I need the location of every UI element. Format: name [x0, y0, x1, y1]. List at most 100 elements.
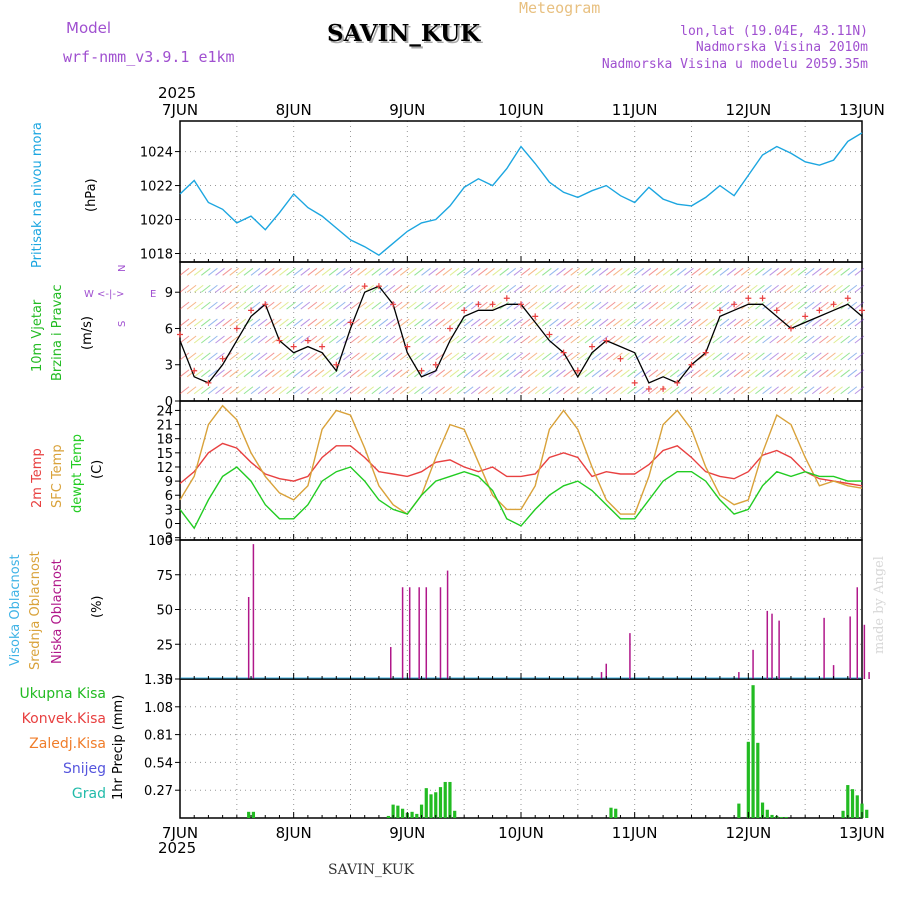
wind-arrow [371, 352, 382, 361]
wind-arrow [407, 335, 417, 344]
wind-gust-mark [631, 379, 638, 386]
top-date-label: 10JUN [498, 101, 544, 119]
wind-arrow [407, 318, 417, 327]
wind-arrow [762, 369, 772, 378]
wind-arrow [314, 386, 325, 395]
compass-rose: <-|-> [97, 289, 125, 300]
wind-arrow [456, 369, 467, 378]
bottom-date-label: 9JUN [389, 824, 425, 842]
wind-arrow [506, 267, 517, 276]
wind-arrow [655, 301, 666, 310]
wind-arrow [684, 301, 694, 310]
wind-arrow [605, 301, 616, 310]
wind-arrow [236, 386, 247, 395]
wind-arrow [826, 386, 836, 395]
wind-arrow [250, 284, 261, 293]
wind-arrow [847, 386, 858, 395]
wind-arrow [350, 335, 360, 344]
wind-arrow [179, 369, 190, 378]
wind-arrow [499, 318, 509, 327]
wind-arrow [321, 284, 332, 293]
wind-arrow [215, 352, 225, 361]
top-date-label: 13JUN [839, 101, 885, 119]
wind-arrow [563, 369, 573, 378]
rain-total-label: Ukupna Kisa [19, 686, 106, 702]
wind-arrow [662, 284, 673, 293]
wind-label-2: Brzina i Pravac [50, 284, 65, 381]
wind-arrow [435, 386, 446, 395]
wind-arrow [563, 352, 573, 361]
wind-arrow [378, 284, 389, 293]
tick-labels: 10181020102210240369-3036912151821240255… [140, 101, 885, 842]
wind-arrow [463, 335, 474, 344]
precip-bar [846, 785, 850, 818]
wind-arrow [819, 284, 829, 293]
wind-arrow [222, 318, 232, 327]
wind-arrow [385, 335, 396, 344]
wind-arrow [755, 318, 765, 327]
precip-bar [784, 816, 788, 818]
wind-arrow [733, 284, 744, 293]
wind-arrow [236, 352, 247, 361]
wind-arrow [819, 318, 829, 327]
compass-s: S [117, 320, 128, 327]
wind-arrow [293, 318, 303, 327]
wind-arrow [542, 267, 552, 276]
wind-arrow [414, 386, 424, 395]
wind-arrow [613, 335, 623, 344]
wind-arrow [307, 335, 318, 344]
precip-bar [415, 813, 419, 818]
wind-gust-mark [603, 337, 610, 344]
wind-arrow [641, 267, 652, 276]
wind-arrow [399, 267, 410, 276]
wind-arrow [343, 386, 353, 395]
wind-arrow [236, 335, 247, 344]
wind-arrow [485, 284, 495, 293]
wind-arrow [279, 318, 289, 327]
wind-arrow [328, 301, 339, 310]
wind-arrow [613, 369, 623, 378]
wind-arrow [335, 267, 346, 276]
wind-arrow [762, 335, 772, 344]
precip-ytick-label: 0.54 [144, 756, 173, 771]
wind-arrow [193, 369, 204, 378]
wind-arrow [719, 284, 730, 293]
wind-gust-mark [688, 361, 695, 368]
wind-arrow [392, 335, 403, 344]
wind-arrow [577, 267, 588, 276]
wind-arrow [662, 267, 673, 276]
wind-arrow [705, 318, 716, 327]
wind-arrow [641, 335, 652, 344]
wind-arrow [591, 352, 602, 361]
wind-arrow [691, 386, 701, 395]
wind-arrow [605, 284, 616, 293]
wind-arrow [193, 301, 204, 310]
wind-arrow [321, 386, 332, 395]
wind-arrow [740, 267, 751, 276]
wind-arrow [627, 284, 637, 293]
wind-arrow [591, 301, 602, 310]
wind-arrow [513, 352, 524, 361]
wind-arrow [279, 267, 289, 276]
dewpt-label: dewpt Temp [70, 433, 85, 513]
wind-arrow [449, 369, 460, 378]
wind-arrow [669, 284, 680, 293]
wind-arrow [421, 267, 431, 276]
wind-arrow [222, 369, 232, 378]
wind-arrow [520, 369, 531, 378]
wind-gust-mark [390, 301, 397, 308]
wind-arrow [236, 284, 247, 293]
wind-arrow [399, 284, 410, 293]
wind-gust-mark [546, 331, 553, 338]
bottom-date-label: 11JUN [612, 824, 658, 842]
cloud-ytick-label: 75 [156, 569, 173, 584]
wind-arrow [527, 335, 538, 344]
wind-arrow [527, 352, 538, 361]
wind-arrow [570, 284, 581, 293]
wind-gust-mark [262, 301, 269, 308]
wind-arrow [527, 284, 538, 293]
top-date-label: 8JUN [276, 101, 312, 119]
chart-type-label: Meteogram [519, 0, 601, 17]
wind-gust-mark [745, 295, 752, 302]
